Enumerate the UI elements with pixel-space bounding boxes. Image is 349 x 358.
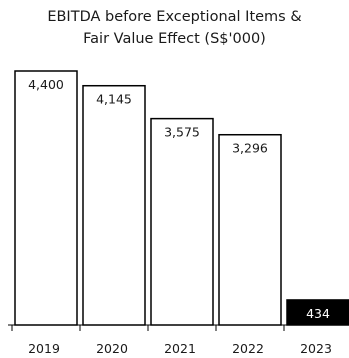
bar-2023 bbox=[286, 299, 349, 326]
bar-value-label: 434 bbox=[306, 306, 330, 321]
chart-title-line-2: Fair Value Effect (S$'000) bbox=[83, 31, 266, 47]
x-tick-label: 2021 bbox=[164, 341, 196, 356]
x-tick-label: 2023 bbox=[300, 341, 332, 356]
chart-title-line-1: EBITDA before Exceptional Items & bbox=[47, 9, 302, 25]
bar-2019 bbox=[14, 70, 78, 326]
bar-value-label: 4,400 bbox=[28, 77, 64, 92]
bar-value-label: 3,296 bbox=[232, 141, 268, 156]
bar-2022 bbox=[218, 133, 282, 326]
bar-value-label: 4,145 bbox=[96, 92, 132, 107]
bar-value-label: 3,575 bbox=[164, 125, 200, 140]
bar-2021 bbox=[150, 117, 214, 326]
bar-2020 bbox=[82, 84, 146, 326]
x-tick-label: 2022 bbox=[232, 341, 264, 356]
chart-title: EBITDA before Exceptional Items & Fair V… bbox=[0, 6, 349, 50]
x-tick-label: 2019 bbox=[28, 341, 60, 356]
x-tick-label: 2020 bbox=[96, 341, 128, 356]
